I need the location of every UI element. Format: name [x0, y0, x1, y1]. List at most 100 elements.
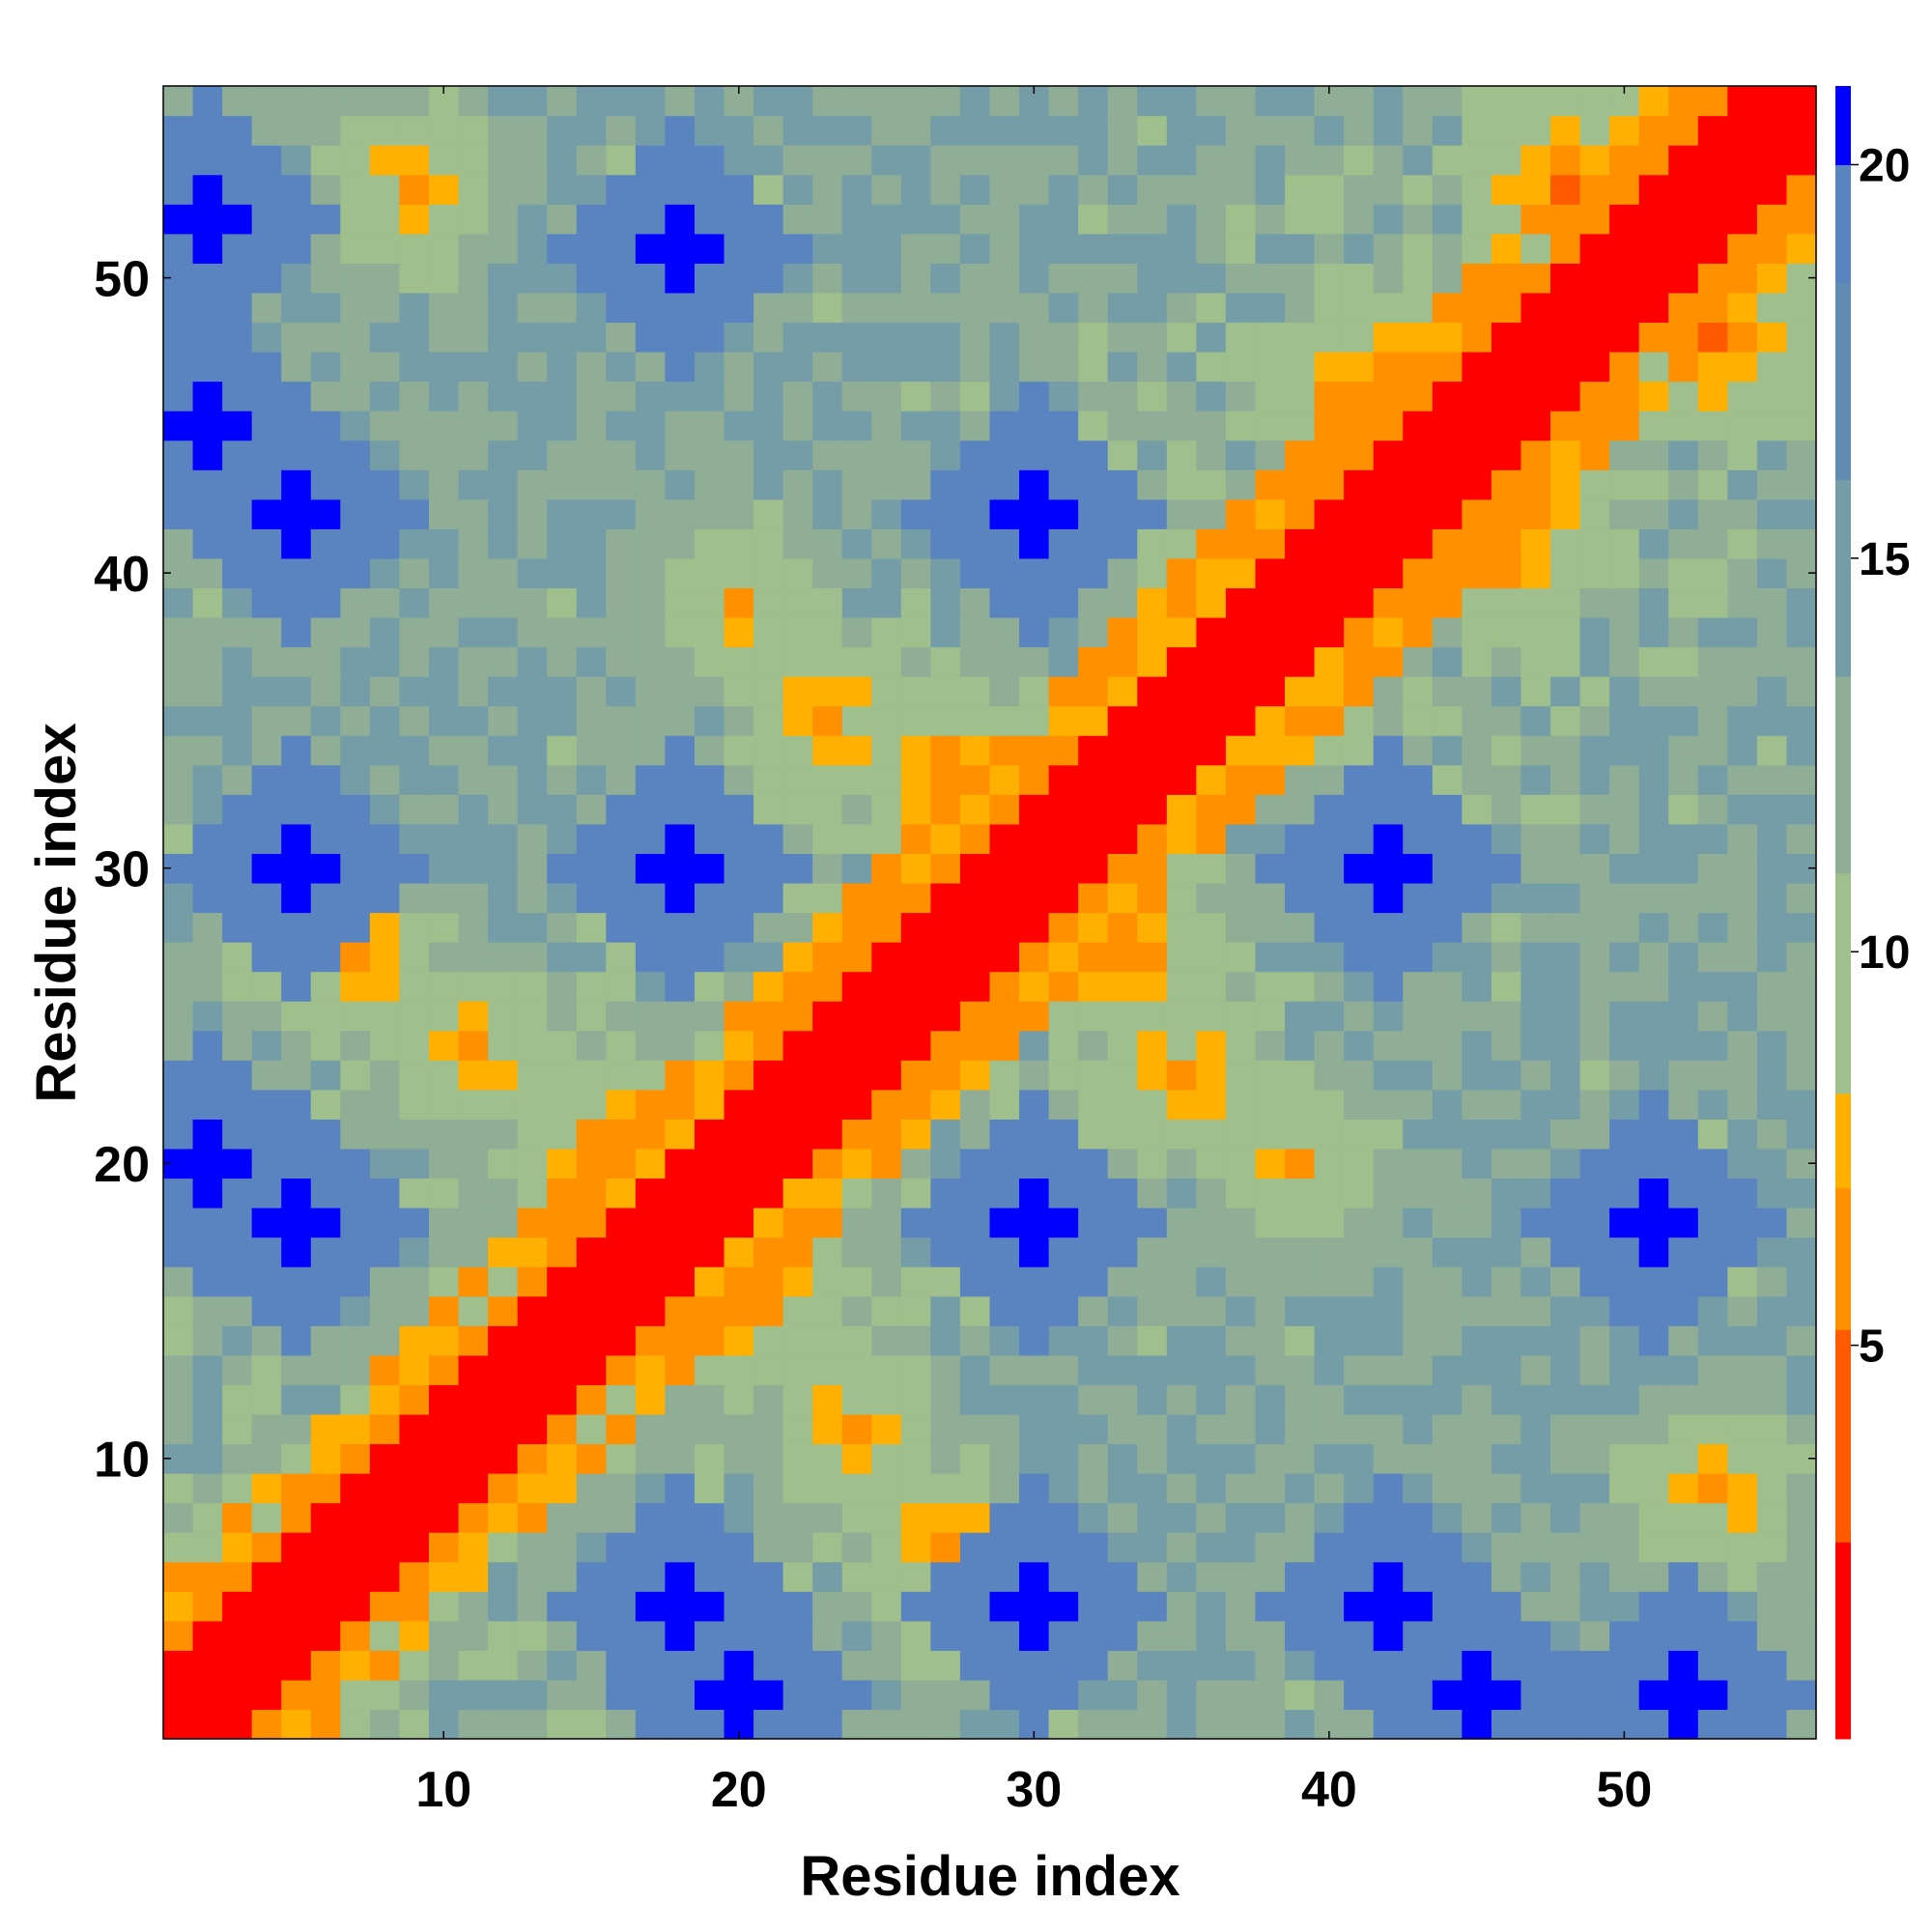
- heatmap-cell: [1727, 469, 1758, 500]
- heatmap-cell: [369, 646, 401, 677]
- heatmap-cell: [841, 1679, 872, 1711]
- heatmap-cell: [1344, 86, 1375, 117]
- heatmap-cell: [1786, 942, 1817, 973]
- heatmap-cell: [635, 86, 667, 117]
- heatmap-cell: [1373, 440, 1404, 470]
- heatmap-cell: [1727, 411, 1758, 441]
- heatmap-cell: [1579, 1148, 1610, 1179]
- heatmap-cell: [399, 233, 430, 264]
- heatmap-cell: [547, 233, 578, 264]
- heatmap-cell: [1550, 528, 1581, 559]
- heatmap-cell: [665, 557, 696, 589]
- heatmap-cell: [959, 882, 991, 914]
- heatmap-cell: [1137, 233, 1168, 264]
- heatmap-cell: [281, 1295, 312, 1326]
- heatmap-cell: [989, 1089, 1020, 1120]
- colorbar-segment: [1835, 164, 1851, 284]
- heatmap-cell: [251, 1001, 282, 1032]
- heatmap-cell: [959, 1001, 991, 1032]
- heatmap-cell: [488, 233, 519, 264]
- heatmap-cell: [1727, 292, 1758, 324]
- heatmap-cell: [399, 1532, 430, 1563]
- heatmap-cell: [841, 1413, 872, 1445]
- heatmap-cell: [812, 735, 843, 766]
- heatmap-cell: [1078, 676, 1109, 707]
- heatmap-cell: [1255, 557, 1286, 589]
- heatmap-cell: [665, 351, 696, 383]
- colorbar-segment: [1835, 1542, 1851, 1740]
- heatmap-cell: [428, 292, 460, 324]
- heatmap-cell: [753, 1325, 784, 1356]
- heatmap-cell: [1550, 646, 1581, 677]
- heatmap-cell: [1078, 1709, 1109, 1740]
- heatmap-cell: [1638, 676, 1669, 707]
- heatmap-cell: [251, 735, 282, 766]
- heatmap-cell: [753, 1060, 784, 1091]
- heatmap-cell: [694, 1443, 725, 1474]
- heatmap-cell: [1638, 1679, 1669, 1711]
- heatmap-cell: [1137, 1178, 1168, 1208]
- heatmap-cell: [1255, 1532, 1286, 1563]
- heatmap-cell: [1285, 616, 1316, 648]
- heatmap-cell: [635, 676, 667, 707]
- heatmap-cell: [871, 115, 902, 146]
- heatmap-cell: [841, 1119, 872, 1150]
- heatmap-cell: [1166, 1325, 1197, 1356]
- heatmap-cell: [1403, 1561, 1434, 1592]
- heatmap-cell: [488, 322, 519, 353]
- heatmap-cell: [222, 587, 253, 618]
- heatmap-cell: [1579, 528, 1610, 559]
- heatmap-cell: [724, 1119, 754, 1150]
- heatmap-cell: [1019, 1236, 1050, 1267]
- heatmap-cell: [369, 557, 401, 589]
- heatmap-cell: [1609, 646, 1640, 677]
- heatmap-cell: [192, 1679, 223, 1711]
- heatmap-cell: [1225, 853, 1257, 884]
- heatmap-cell: [340, 912, 371, 943]
- heatmap-cell: [1137, 1208, 1168, 1238]
- heatmap-cell: [1285, 1591, 1316, 1622]
- heatmap-cell: [281, 292, 312, 324]
- heatmap-cell: [930, 1502, 961, 1533]
- heatmap-cell: [606, 557, 637, 589]
- heatmap-cell: [989, 292, 1020, 324]
- heatmap-cell: [900, 1266, 931, 1297]
- heatmap-cell: [517, 1208, 548, 1238]
- y-tick-label: 40: [94, 547, 150, 603]
- heatmap-cell: [724, 882, 754, 914]
- heatmap-cell: [1491, 1060, 1522, 1091]
- heatmap-cell: [458, 1413, 489, 1445]
- heatmap-cell: [930, 676, 961, 707]
- heatmap-cell: [1137, 1532, 1168, 1563]
- heatmap-cell: [782, 1178, 813, 1208]
- heatmap-cell: [1314, 705, 1345, 736]
- heatmap-cell: [635, 853, 667, 884]
- heatmap-cell: [163, 469, 194, 500]
- heatmap-cell: [1609, 469, 1640, 500]
- heatmap-cell: [1255, 1178, 1286, 1208]
- colorbar-segment: [1835, 1329, 1851, 1543]
- heatmap-cell: [1638, 1561, 1669, 1592]
- heatmap-cell: [1579, 1060, 1610, 1091]
- heatmap-cell: [488, 1119, 519, 1150]
- heatmap-cell: [1107, 764, 1138, 795]
- heatmap-cell: [399, 794, 430, 825]
- heatmap-cell: [841, 676, 872, 707]
- heatmap-cell: [1462, 1148, 1492, 1179]
- heatmap-cell: [1373, 735, 1404, 766]
- heatmap-cell: [635, 528, 667, 559]
- heatmap-cell: [871, 1443, 902, 1474]
- heatmap-cell: [1786, 1354, 1817, 1385]
- heatmap-cell: [1225, 145, 1257, 176]
- heatmap-cell: [281, 587, 312, 618]
- heatmap-cell: [606, 1384, 637, 1415]
- heatmap-cell: [1727, 351, 1758, 383]
- heatmap-cell: [1314, 145, 1345, 176]
- heatmap-cell: [517, 145, 548, 176]
- heatmap-cell: [340, 1620, 371, 1651]
- heatmap-cell: [1756, 1119, 1788, 1150]
- heatmap-cell: [1196, 1679, 1227, 1711]
- heatmap-cell: [959, 1650, 991, 1681]
- heatmap-cell: [310, 823, 341, 854]
- heatmap-cell: [458, 1295, 489, 1326]
